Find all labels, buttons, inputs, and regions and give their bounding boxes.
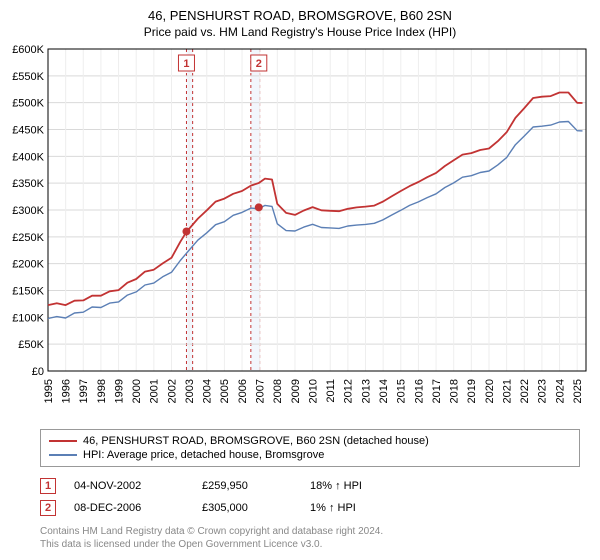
svg-text:1997: 1997	[78, 379, 90, 403]
legend-swatch	[49, 454, 77, 456]
svg-text:2003: 2003	[184, 379, 196, 403]
svg-text:2015: 2015	[396, 379, 408, 403]
svg-text:£300K: £300K	[12, 205, 44, 217]
svg-text:2020: 2020	[484, 379, 496, 403]
sale-price: £305,000	[202, 502, 292, 514]
svg-text:1: 1	[183, 58, 189, 70]
footer: Contains HM Land Registry data © Crown c…	[40, 525, 580, 551]
svg-text:£550K: £550K	[12, 71, 44, 83]
legend-swatch	[49, 440, 77, 442]
svg-text:£200K: £200K	[12, 259, 44, 271]
svg-text:2013: 2013	[360, 379, 372, 403]
sale-hpi-delta: 1% ↑ HPI	[310, 502, 390, 514]
svg-text:2007: 2007	[255, 379, 267, 403]
svg-text:2001: 2001	[149, 379, 161, 403]
svg-text:2009: 2009	[290, 379, 302, 403]
svg-text:2016: 2016	[413, 379, 425, 403]
titles: 46, PENSHURST ROAD, BROMSGROVE, B60 2SN …	[0, 0, 600, 43]
sale-row: 2 08-DEC-2006 £305,000 1% ↑ HPI	[40, 497, 580, 519]
svg-text:£150K: £150K	[12, 286, 44, 298]
legend-row: 46, PENSHURST ROAD, BROMSGROVE, B60 2SN …	[49, 434, 571, 448]
svg-text:1998: 1998	[96, 379, 108, 403]
footer-line-2: This data is licensed under the Open Gov…	[40, 538, 580, 551]
svg-text:2004: 2004	[202, 379, 214, 403]
svg-text:2002: 2002	[166, 379, 178, 403]
svg-text:2010: 2010	[307, 379, 319, 403]
svg-text:2017: 2017	[431, 379, 443, 403]
svg-text:1999: 1999	[113, 379, 125, 403]
sale-date: 04-NOV-2002	[74, 480, 184, 492]
svg-text:£400K: £400K	[12, 151, 44, 163]
sale-marker: 2	[40, 500, 56, 516]
svg-text:2023: 2023	[537, 379, 549, 403]
sales-table: 1 04-NOV-2002 £259,950 18% ↑ HPI 2 08-DEC-200…	[40, 475, 580, 519]
svg-text:2011: 2011	[325, 379, 337, 403]
svg-text:£0: £0	[32, 366, 44, 378]
svg-text:£250K: £250K	[12, 232, 44, 244]
svg-text:£100K: £100K	[12, 312, 44, 324]
sale-price: £259,950	[202, 480, 292, 492]
chart-area: £0 £50K £100K £150K £200K £250K £300K £350K £400…	[0, 43, 600, 423]
svg-text:£350K: £350K	[12, 178, 44, 190]
chart-subtitle: Price paid vs. HM Land Registry's House …	[0, 25, 600, 39]
svg-text:2019: 2019	[466, 379, 478, 403]
svg-text:£500K: £500K	[12, 98, 44, 110]
sale-date: 08-DEC-2006	[74, 502, 184, 514]
legend-label: HPI: Average price, detached house, Brom…	[83, 449, 324, 461]
legend-label: 46, PENSHURST ROAD, BROMSGROVE, B60 2SN …	[83, 435, 429, 447]
sale-row: 1 04-NOV-2002 £259,950 18% ↑ HPI	[40, 475, 580, 497]
svg-text:2018: 2018	[449, 379, 461, 403]
svg-text:£600K: £600K	[12, 44, 44, 56]
svg-text:1996: 1996	[60, 379, 72, 403]
legend-row: HPI: Average price, detached house, Brom…	[49, 448, 571, 462]
svg-text:2024: 2024	[554, 379, 566, 403]
svg-text:2005: 2005	[219, 379, 231, 403]
svg-text:2: 2	[256, 58, 262, 70]
footer-line-1: Contains HM Land Registry data © Crown c…	[40, 525, 580, 538]
svg-text:2012: 2012	[343, 379, 355, 403]
chart-title: 46, PENSHURST ROAD, BROMSGROVE, B60 2SN	[0, 8, 600, 23]
chart-container: 46, PENSHURST ROAD, BROMSGROVE, B60 2SN …	[0, 0, 600, 551]
svg-text:£50K: £50K	[18, 339, 44, 351]
svg-text:1995: 1995	[43, 379, 55, 403]
svg-text:2008: 2008	[272, 379, 284, 403]
svg-text:£450K: £450K	[12, 125, 44, 137]
sale-hpi-delta: 18% ↑ HPI	[310, 480, 390, 492]
svg-text:2021: 2021	[501, 379, 513, 403]
legend: 46, PENSHURST ROAD, BROMSGROVE, B60 2SN …	[40, 429, 580, 467]
chart-svg: £0 £50K £100K £150K £200K £250K £300K £350K £400…	[0, 43, 600, 423]
svg-text:2006: 2006	[237, 379, 249, 403]
sale-marker: 1	[40, 478, 56, 494]
svg-text:2014: 2014	[378, 379, 390, 403]
svg-text:2000: 2000	[131, 379, 143, 403]
svg-text:2025: 2025	[572, 379, 584, 403]
svg-text:2022: 2022	[519, 379, 531, 403]
